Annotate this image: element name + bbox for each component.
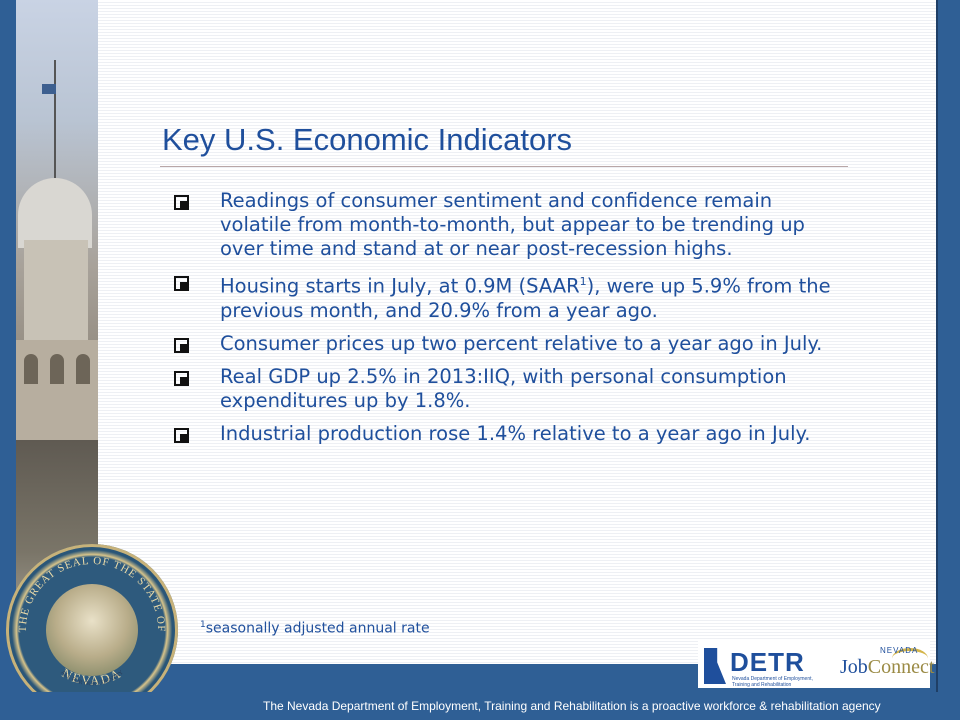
footnote-text: seasonally adjusted annual rate [205, 620, 430, 637]
window [24, 354, 38, 384]
bullet-item: Real GDP up 2.5% in 2013:IIQ, with perso… [172, 365, 842, 413]
jobconnect-wordmark: JobConnect [840, 656, 934, 679]
jobconnect-state: NEVADA [880, 646, 919, 655]
bullet-text: Industrial production rose 1.4% relative… [220, 421, 811, 445]
checkbox-bullet-icon [174, 195, 189, 210]
checkbox-bullet-icon [174, 337, 189, 353]
detr-logo-text: DETR [730, 647, 805, 677]
bullet-item: Readings of consumer sentiment and confi… [172, 189, 842, 261]
footer-bar [0, 692, 960, 720]
flag-icon [42, 84, 56, 94]
checkbox-bullet-icon [174, 427, 189, 443]
jobconnect-connect: Connect [867, 656, 935, 678]
window [76, 354, 90, 384]
slide-title: Key U.S. Economic Indicators [162, 122, 573, 157]
nevada-outline-icon [704, 648, 726, 684]
svg-text:NEVADA: NEVADA [60, 665, 125, 688]
window [50, 354, 64, 384]
bullet-text: Real GDP up 2.5% in 2013:IIQ, with perso… [220, 364, 787, 412]
seal-top-text: THE GREAT SEAL OF THE STATE OF [17, 555, 166, 633]
bullet-text: Readings of consumer sentiment and confi… [220, 189, 805, 260]
checkbox-bullet-icon [174, 276, 189, 291]
jobconnect-logo: NEVADA JobConnect [840, 646, 934, 686]
seal-ring-text: THE GREAT SEAL OF THE STATE OF NEVADA AL… [17, 555, 167, 688]
title-divider [160, 166, 848, 167]
flag-pole [54, 60, 56, 180]
nevada-state-seal: THE GREAT SEAL OF THE STATE OF NEVADA AL… [6, 544, 178, 716]
detr-logo: DETR Nevada Department of Employment, Tr… [704, 647, 824, 688]
slide-content-area [98, 0, 936, 664]
footnote: 1seasonally adjusted annual rate [200, 620, 430, 637]
bullet-text-part: Housing starts in July, at 0.9M (SAAR [220, 274, 580, 298]
checkbox-bullet-icon [174, 370, 189, 386]
bullet-item: Consumer prices up two percent relative … [172, 332, 842, 356]
seal-bottom-text: NEVADA [60, 665, 123, 688]
right-frame [936, 0, 960, 720]
seal-emblem [46, 584, 138, 676]
frame-line [936, 0, 938, 692]
superscript-marker: 1 [579, 275, 587, 288]
logo-panel [698, 640, 930, 688]
footer-tagline: The Nevada Department of Employment, Tra… [263, 699, 881, 713]
jobconnect-job: Job [840, 656, 868, 678]
bullet-item: Housing starts in July, at 0.9M (SAAR1),… [172, 270, 842, 323]
footnote-marker: 1 [200, 620, 206, 630]
left-frame [0, 0, 16, 692]
bullet-item: Industrial production rose 1.4% relative… [172, 422, 842, 446]
detr-logo-subtitle: Nevada Department of Employment, Trainin… [732, 676, 813, 688]
capitol-dome [18, 178, 92, 248]
bullet-list: Readings of consumer sentiment and confi… [172, 189, 842, 455]
bullet-text-part: ), were up 5.9% from the previous month,… [220, 274, 831, 322]
swoosh-icon [892, 648, 928, 669]
svg-text:THE GREAT SEAL OF THE STATE OF: THE GREAT SEAL OF THE STATE OF [17, 555, 167, 633]
bullet-text: Consumer prices up two percent relative … [220, 331, 823, 355]
